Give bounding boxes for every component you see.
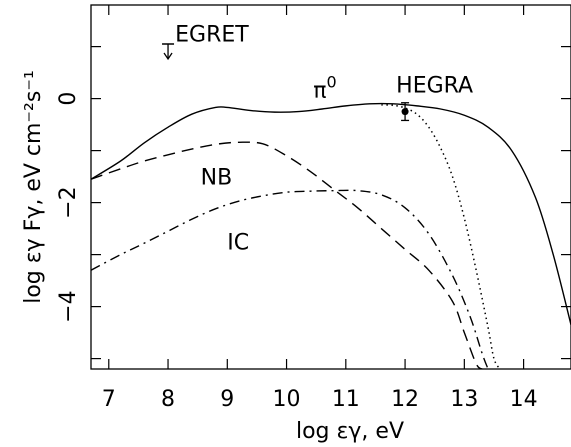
curve-labels: EGRET HEGRA π0 NB IC: [175, 22, 473, 255]
y-tick-label: 0: [56, 92, 81, 106]
plot-frame: [90, 4, 571, 370]
annotation: EGRET: [175, 22, 249, 47]
x-tick-label: 8: [161, 387, 175, 412]
y-tick-label: −2: [56, 186, 81, 218]
upper-limit-arrow: [163, 52, 173, 61]
series-line-dashed: [91, 141, 483, 369]
annotation: IC: [227, 230, 249, 255]
annotation: π0: [313, 73, 336, 104]
x-tick-label: 12: [391, 387, 419, 412]
x-tick-label: 10: [273, 387, 301, 412]
x-tick-label: 14: [510, 387, 538, 412]
series-line-solid: [91, 102, 571, 325]
x-tick-label: 7: [102, 387, 116, 412]
tick-labels: 7 8 9 10 11 12 13 14 0 −2 −4: [56, 92, 538, 412]
axis-ticks: [91, 5, 571, 369]
x-axis-label: log εγ, eV: [296, 419, 404, 444]
x-tick-label: 9: [220, 387, 234, 412]
x-tick-label: 13: [450, 387, 478, 412]
annotation: NB: [201, 165, 233, 190]
annotation: HEGRA: [396, 73, 473, 98]
series-line-dotted: [381, 104, 501, 369]
curves: [91, 102, 571, 369]
markers: [162, 43, 410, 122]
y-axis-label: log εγ Fγ, eV cm⁻²s⁻¹: [21, 70, 46, 304]
data-point: [401, 108, 409, 116]
series-line-dashdot: [91, 189, 489, 369]
y-tick-label: −4: [56, 290, 81, 322]
x-tick-label: 11: [332, 387, 360, 412]
